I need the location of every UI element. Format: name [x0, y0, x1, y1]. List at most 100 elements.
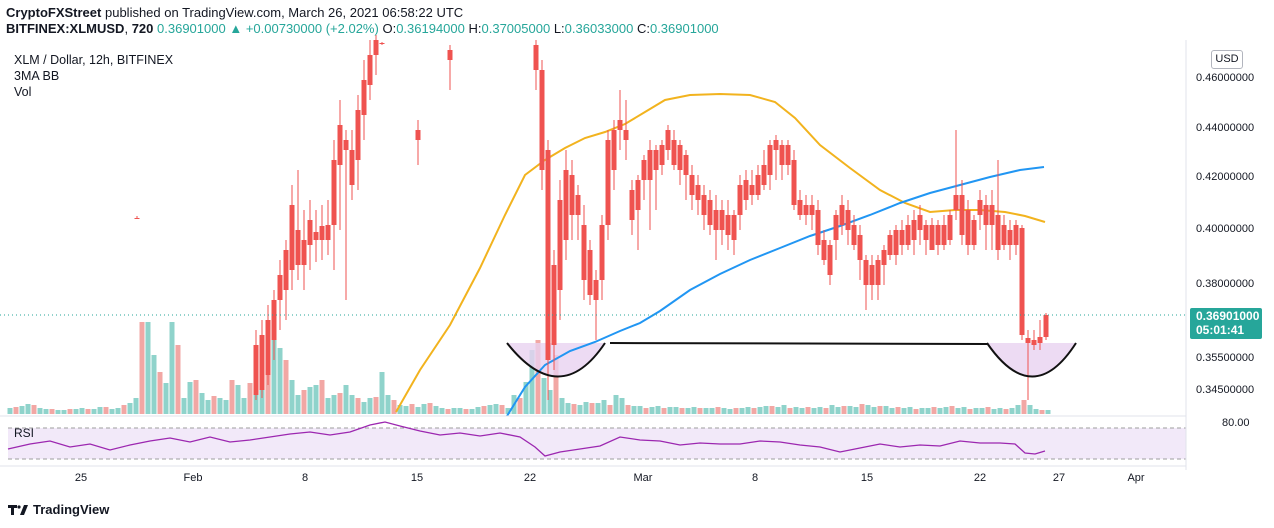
candle-body: [971, 220, 977, 245]
volume-bar: [193, 380, 199, 414]
volume-bar: [271, 315, 277, 414]
volume-bar: [757, 407, 763, 414]
candle-body: [629, 190, 635, 220]
open-label: O:: [382, 21, 397, 36]
candle-body: [743, 180, 749, 200]
volume-bar: [481, 406, 487, 414]
publisher-name[interactable]: CryptoFXStreet: [6, 5, 102, 20]
candle-body: [1013, 225, 1019, 245]
candle-body: [809, 205, 815, 215]
volume-bar: [469, 409, 475, 414]
volume-bar: [979, 408, 985, 414]
candle-body: [665, 130, 671, 150]
volume-bar: [823, 408, 829, 414]
candle-body: [623, 130, 629, 140]
candle-body: [791, 160, 797, 205]
candle-body: [647, 150, 653, 180]
volume-bar: [715, 407, 721, 414]
volume-bar: [49, 409, 55, 414]
volume-bar: [55, 410, 61, 414]
candle-body: [833, 215, 839, 240]
price-tick-label: 0.40000000: [1196, 223, 1254, 235]
candle-body: [821, 240, 827, 260]
candle-body: [863, 260, 869, 285]
currency-button[interactable]: USD: [1211, 50, 1243, 69]
candle-body: [349, 150, 355, 185]
volume-bar: [691, 407, 697, 414]
time-tick-label: 8: [752, 472, 758, 484]
volume-bar: [667, 407, 673, 414]
volume-bar: [277, 348, 283, 414]
candle-body: [953, 195, 959, 210]
candle-body: [611, 130, 617, 170]
volume-bar: [577, 405, 583, 414]
volume-bar: [751, 408, 757, 414]
volume-bar: [835, 407, 841, 414]
volume-bar: [235, 385, 241, 414]
volume-bar: [229, 380, 235, 414]
volume-bar: [571, 404, 577, 414]
volume-bar: [199, 393, 205, 414]
volume-bar: [961, 407, 967, 414]
volume-bar: [133, 398, 139, 414]
volume-bar: [793, 407, 799, 414]
volume-bar: [415, 407, 421, 414]
candle-body: [881, 250, 887, 265]
volume-bar: [817, 407, 823, 414]
candle-body: [989, 205, 995, 225]
candle-body: [1001, 225, 1007, 245]
volume-bar: [955, 408, 961, 414]
volume-bar: [595, 403, 601, 414]
volume-bar: [745, 407, 751, 414]
volume-bar: [13, 407, 19, 414]
price-axis[interactable]: 0.46000000 0.44000000 0.42000000 0.40000000…: [1196, 72, 1254, 396]
candle-body: [253, 345, 259, 395]
candle-body: [923, 225, 929, 240]
ohlc-line: BITFINEX:XLMUSD, 720 0.36901000 ▲ +0.007…: [6, 21, 719, 36]
candle-body: [1019, 228, 1025, 335]
rsi-level-label: 80.00: [1222, 417, 1250, 429]
candle-body: [749, 185, 755, 195]
publish-line: CryptoFXStreet published on TradingView.…: [6, 5, 463, 20]
tradingview-logo[interactable]: TradingView: [8, 501, 109, 517]
volume-bar: [217, 398, 223, 414]
time-tick-label: 15: [861, 472, 873, 484]
volume-bar: [883, 406, 889, 414]
candle-body: [725, 215, 731, 235]
candle-body: [367, 55, 373, 85]
volume-bar: [517, 398, 523, 414]
volume-bar: [943, 407, 949, 414]
volume-bar: [763, 406, 769, 414]
volume-bar: [721, 408, 727, 414]
cup-arc-right: [986, 342, 1077, 378]
time-axis[interactable]: 25 Feb 8 15 22 Mar 8 15 22 27 Apr: [75, 472, 1145, 484]
volume-bar: [1033, 409, 1039, 414]
volume-bar: [625, 405, 631, 414]
cup-arc-left: [506, 342, 606, 378]
volume-bar: [475, 407, 481, 414]
volume-bar: [487, 405, 493, 414]
volume-bar: [367, 398, 373, 414]
volume-bar: [307, 387, 313, 414]
last-price: 0.36901000: [157, 21, 226, 36]
volume-bar: [187, 382, 193, 414]
close-label: C:: [636, 21, 650, 36]
volume-bar: [673, 407, 679, 414]
volume-bar: [493, 404, 499, 414]
volume-bar: [79, 408, 85, 414]
volume-bar: [685, 408, 691, 414]
volume-bar: [991, 409, 997, 414]
volume-bar: [895, 407, 901, 414]
candle-body: [851, 225, 857, 245]
candle-body: [1031, 340, 1037, 345]
candle-body: [1043, 315, 1049, 337]
low-value: 0.36033000: [564, 21, 634, 36]
volume-bar: [427, 403, 433, 414]
candle-body: [887, 235, 893, 255]
volume-bar: [553, 355, 559, 414]
candle-body: [935, 225, 941, 245]
candle-body: [599, 225, 605, 280]
volume-bar: [19, 406, 25, 414]
volume-bar: [697, 408, 703, 414]
